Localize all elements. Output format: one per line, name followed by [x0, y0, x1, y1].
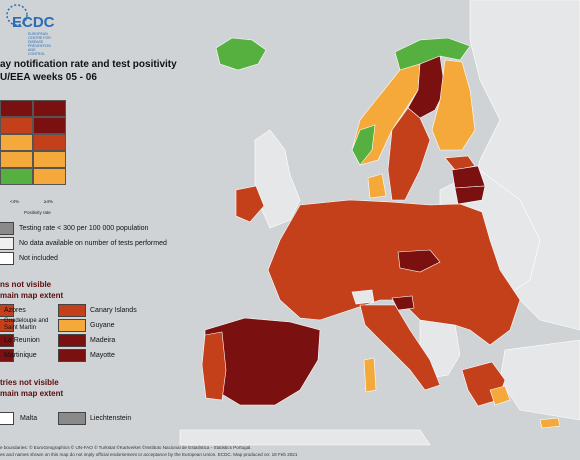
- positivity-axis-label: Positivity rate: [24, 210, 51, 215]
- region-swatch-azores: [0, 304, 14, 317]
- map-title-line-1: ay notification rate and test positivity: [0, 59, 177, 70]
- positivity-tick-high: ≥4%: [44, 199, 53, 204]
- region-swatch-guyane: [58, 319, 86, 332]
- countries-not-visible-heading-2: main map extent: [0, 389, 64, 398]
- matrix-cell-r4c0: [0, 168, 33, 185]
- region-slovenia: [391, 295, 415, 311]
- region-portugal: [201, 331, 227, 401]
- region-label-martinique: Martinique: [4, 352, 37, 359]
- matrix-cell-r1c0: [0, 117, 33, 134]
- region-greece-islands: [489, 385, 511, 406]
- region-label-canary-islands: Canary Islands: [90, 307, 137, 314]
- region-lithuania: [454, 185, 486, 205]
- region-italy: [359, 304, 441, 391]
- region-iceland: [215, 37, 267, 71]
- region-finland: [431, 59, 476, 151]
- region-norway-south-green: [351, 124, 376, 166]
- matrix-cell-r0c1: [33, 100, 66, 117]
- country-swatch-malta: [0, 412, 14, 425]
- region-label-la-reunion: La Reunion: [4, 337, 40, 344]
- land-turkey: [499, 339, 580, 421]
- land-uk: [254, 129, 301, 229]
- matrix-cell-r3c1: [33, 151, 66, 168]
- countries-not-visible-heading-1: tries not visible: [0, 378, 59, 387]
- region-swatch-la-reunion: [0, 334, 14, 347]
- country-label-malta: Malta: [20, 415, 38, 422]
- key-swatch-not-included: [0, 252, 14, 265]
- country-label-liechtenstein: Liechtenstein: [90, 415, 132, 422]
- region-swatch-madeira: [58, 334, 86, 347]
- region-sardinia: [363, 357, 377, 393]
- region-swatch-mayotte: [58, 349, 86, 362]
- matrix-cell-r1c1: [33, 117, 66, 134]
- footer-attribution: e boundaries: © EuroGeographics © UN-FAO…: [0, 445, 252, 450]
- region-sweden-south: [387, 107, 431, 201]
- region-label-guyane: Guyane: [90, 322, 115, 329]
- region-continental-eu: [267, 199, 521, 346]
- ecdc-logo-mark-icon: [6, 4, 28, 26]
- region-swatch-canary-islands: [58, 304, 86, 317]
- region-label-mayotte: Mayotte: [90, 352, 115, 359]
- region-denmark: [367, 173, 387, 199]
- key-swatch-testing-rate: [0, 222, 14, 235]
- matrix-cell-r3c0: [0, 151, 33, 168]
- region-sweden-north: [407, 55, 446, 119]
- key-label-not-included: Not included: [19, 255, 58, 262]
- ecdc-logo: ECDC EUROPEAN CENTRE FOR DISEASE PREVENT…: [4, 2, 55, 56]
- ecdc-logo-text: ECDC: [12, 14, 55, 31]
- matrix-cell-r2c1: [33, 134, 66, 151]
- matrix-cell-r2c0: [0, 134, 33, 151]
- regions-not-visible-heading-1: ns not visible: [0, 280, 52, 289]
- map-title-line-2: U/EEA weeks 05 - 06: [0, 72, 97, 83]
- region-ireland: [235, 185, 265, 223]
- regions-not-visible-heading-2: main map extent: [0, 291, 64, 300]
- region-swatch-martinique: [0, 349, 14, 362]
- positivity-tick-low: <4%: [10, 199, 20, 204]
- region-swatch-guadeloupe: [0, 319, 14, 332]
- matrix-cell-r0c0: [0, 100, 33, 117]
- region-switzerland: [351, 289, 375, 305]
- key-label-testing-rate: Testing rate < 300 per 100 000 populatio…: [19, 225, 149, 232]
- key-label-no-data: No data available on number of tests per…: [19, 240, 167, 247]
- region-estonia: [444, 155, 476, 171]
- region-label-azores: Azores: [4, 307, 26, 314]
- ecdc-logo-caption: EUROPEAN CENTRE FOR DISEASE PREVENTION A…: [28, 32, 51, 56]
- region-czechia: [397, 249, 441, 273]
- region-label-guadeloupe: Guadeloupe and Saint Martin: [4, 318, 49, 331]
- land-north-africa: [179, 429, 431, 446]
- region-label-madeira: Madeira: [90, 337, 116, 344]
- key-swatch-no-data: [0, 237, 14, 250]
- region-cyprus: [539, 417, 561, 429]
- matrix-cell-r4c1: [33, 168, 66, 185]
- footer-disclaimer: es and names shown on this map do not im…: [0, 452, 298, 457]
- country-swatch-liechtenstein: [58, 412, 86, 425]
